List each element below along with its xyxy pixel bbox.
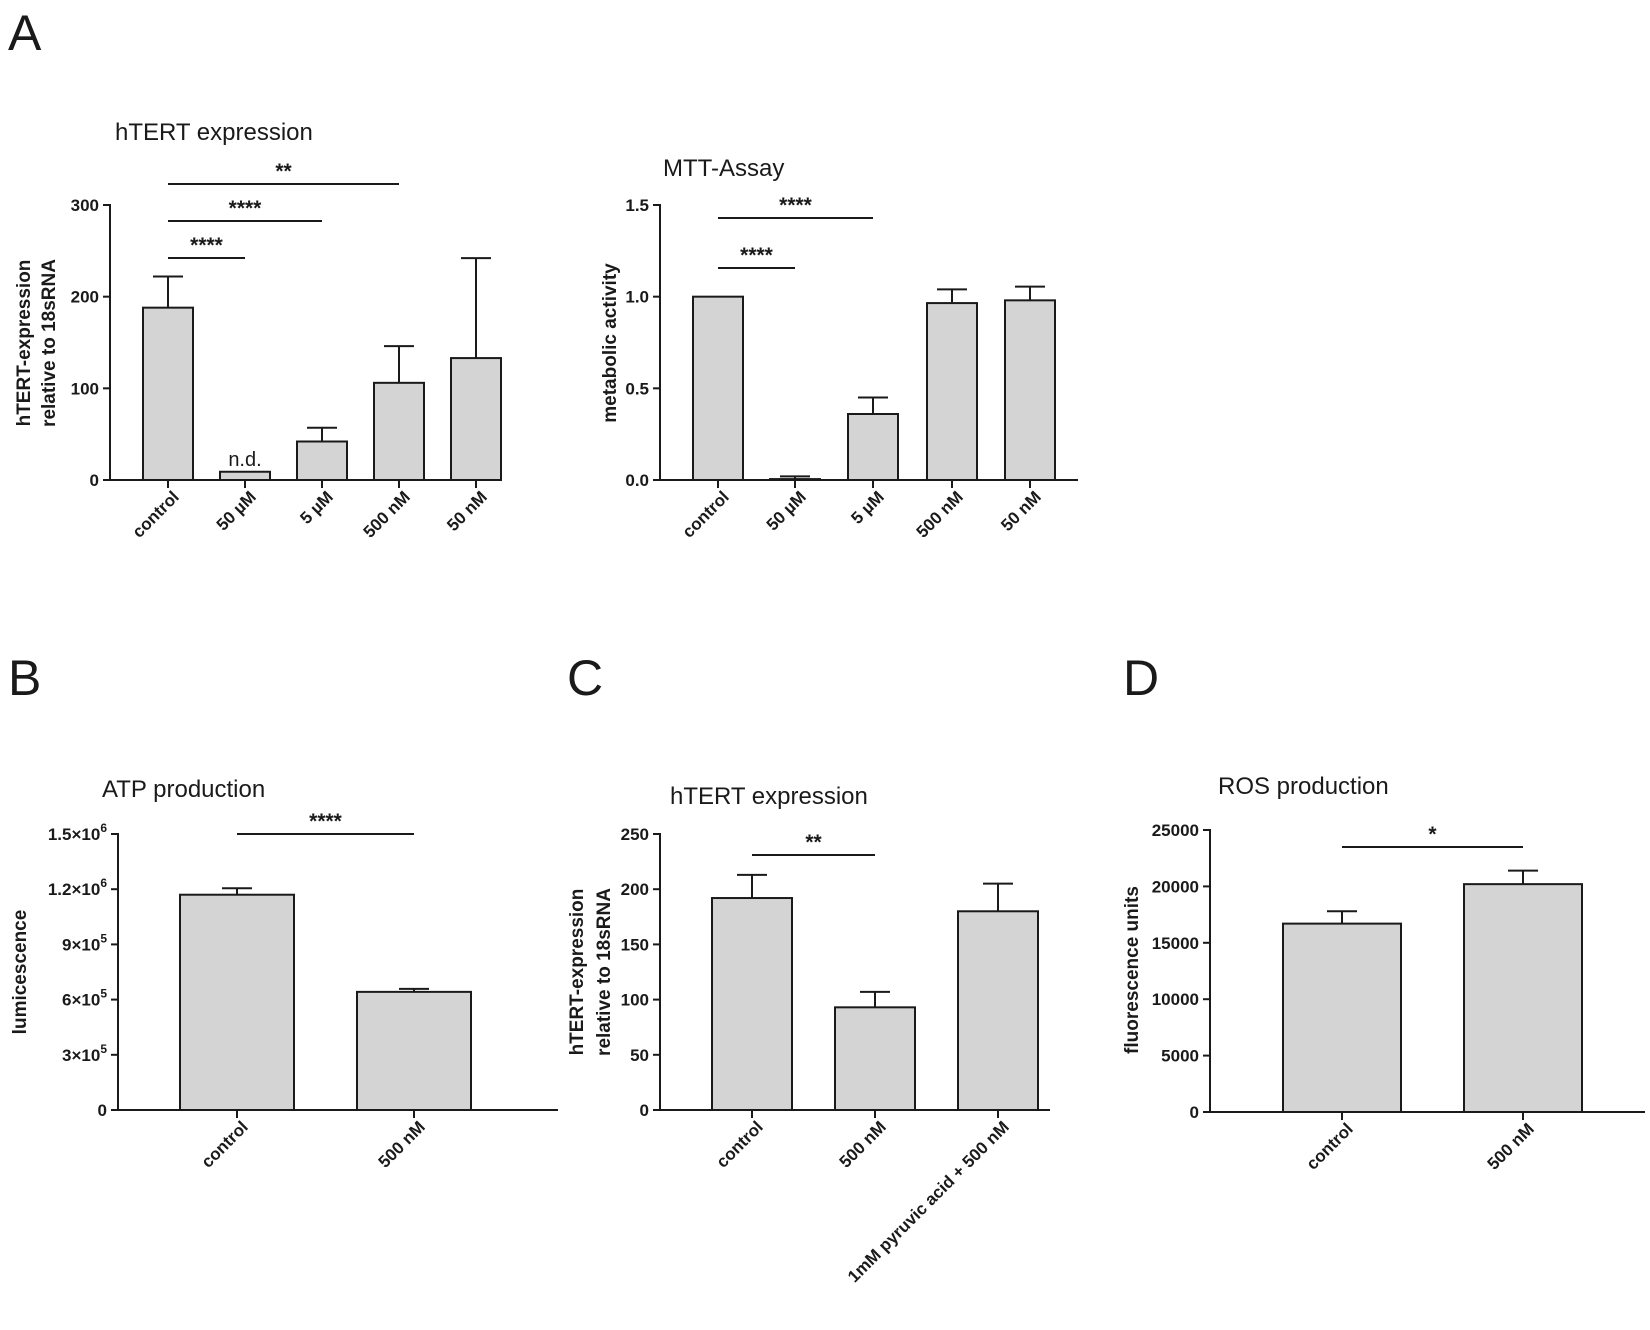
- panel-label: D: [1123, 650, 1159, 706]
- y-tick-label: 15000: [1152, 934, 1199, 953]
- chart-title: ATP production: [102, 776, 265, 803]
- chart-title: hTERT expression: [670, 783, 868, 810]
- significance-label: ****: [740, 244, 774, 267]
- significance-label: ****: [309, 810, 343, 833]
- x-tick-label: 50 nM: [997, 487, 1045, 535]
- y-tick-label: 300: [71, 196, 99, 215]
- bar: [450, 357, 502, 482]
- y-tick-label: 1.2×106: [48, 876, 107, 899]
- significance-label: ****: [190, 234, 224, 257]
- bar-annotation: n.d.: [228, 449, 261, 471]
- y-tick-label: 9×105: [62, 931, 107, 954]
- y-tick-label: 3×105: [62, 1042, 107, 1065]
- bar: [356, 990, 472, 1112]
- bar: [957, 910, 1039, 1112]
- x-tick-label: 5 µM: [847, 487, 887, 527]
- bar: [1463, 883, 1583, 1113]
- y-tick-label: 0: [1190, 1103, 1199, 1122]
- y-tick-label: 100: [621, 991, 649, 1010]
- y-axis-label: relative to 18sRNA: [39, 259, 60, 427]
- y-axis-label: metabolic activity: [600, 263, 621, 423]
- y-tick-label: 150: [621, 935, 649, 954]
- y-axis-label: lumicescence: [10, 910, 31, 1035]
- x-tick-label: control: [713, 1117, 767, 1171]
- panel-label: A: [8, 5, 42, 61]
- x-tick-label: 50 µM: [213, 487, 260, 534]
- y-tick-label: 25000: [1152, 821, 1199, 840]
- bar: [142, 306, 194, 481]
- y-tick-label: 20000: [1152, 877, 1199, 896]
- x-tick-label: 50 nM: [443, 487, 491, 535]
- bar: [219, 470, 271, 481]
- bar: [692, 295, 744, 481]
- panel-label: B: [8, 650, 41, 706]
- significance-label: **: [275, 160, 292, 183]
- y-axis-label: hTERT-expression: [14, 260, 35, 427]
- bar: [711, 897, 793, 1111]
- y-tick-label: 1.0: [625, 288, 649, 307]
- x-tick-label: 5 µM: [296, 487, 336, 527]
- x-tick-label: 500 nM: [1484, 1119, 1538, 1173]
- y-tick-label: 100: [71, 379, 99, 398]
- y-tick-label: 1.5×106: [48, 821, 107, 844]
- x-tick-label: control: [1303, 1119, 1357, 1173]
- x-tick-label: 500 nM: [913, 487, 967, 541]
- y-tick-label: 5000: [1161, 1047, 1199, 1066]
- y-tick-label: 200: [71, 288, 99, 307]
- y-tick-label: 0: [90, 471, 99, 490]
- y-tick-label: 10000: [1152, 990, 1199, 1009]
- bar: [1004, 299, 1056, 482]
- y-tick-label: 50: [630, 1046, 649, 1065]
- chart-d: D ROS production fluorescence units 0 5000 10…: [1122, 650, 1645, 1174]
- y-tick-label: 0: [98, 1101, 107, 1120]
- chart-a2: MTT-Assay metabolic activity 0.0 0.5 1.0 1.5 c…: [600, 155, 1078, 542]
- y-tick-label: 250: [621, 825, 649, 844]
- x-tick-label: 500 nM: [375, 1117, 429, 1171]
- y-tick-label: 200: [621, 880, 649, 899]
- chart-title: ROS production: [1218, 773, 1389, 800]
- y-axis-label: hTERT-expression: [567, 889, 588, 1056]
- significance-label: **: [805, 831, 822, 854]
- y-tick-label: 0: [640, 1101, 649, 1120]
- x-tick-label: 500 nM: [836, 1117, 890, 1171]
- x-tick-label: control: [679, 487, 733, 541]
- significance-label: ****: [229, 197, 263, 220]
- bar: [847, 413, 899, 481]
- significance-label: ****: [779, 194, 813, 217]
- x-tick-label: control: [129, 487, 183, 541]
- bar: [834, 1006, 916, 1111]
- y-axis-label: relative to 18sRNA: [594, 888, 615, 1056]
- x-tick-label: 500 nM: [360, 487, 414, 541]
- bar: [769, 478, 821, 482]
- y-axis-label: fluorescence units: [1122, 886, 1143, 1054]
- bar: [179, 893, 295, 1111]
- panel-label: C: [567, 650, 603, 706]
- bar: [926, 302, 978, 482]
- y-tick-label: 0.5: [625, 379, 649, 398]
- bar: [373, 381, 425, 482]
- y-tick-label: 1.5: [625, 196, 649, 215]
- x-tick-label: 50 µM: [763, 487, 810, 534]
- significance-label: *: [1428, 823, 1437, 846]
- chart-b: B ATP production lumicescence 0 3×105 6×105 9×…: [8, 650, 558, 1172]
- y-tick-label: 6×105: [62, 987, 107, 1010]
- x-tick-label: control: [198, 1117, 252, 1171]
- y-tick-label: 0.0: [625, 471, 649, 490]
- bar: [296, 440, 348, 481]
- chart-title: MTT-Assay: [663, 155, 784, 182]
- bar: [1282, 922, 1402, 1114]
- chart-title: hTERT expression: [115, 119, 313, 146]
